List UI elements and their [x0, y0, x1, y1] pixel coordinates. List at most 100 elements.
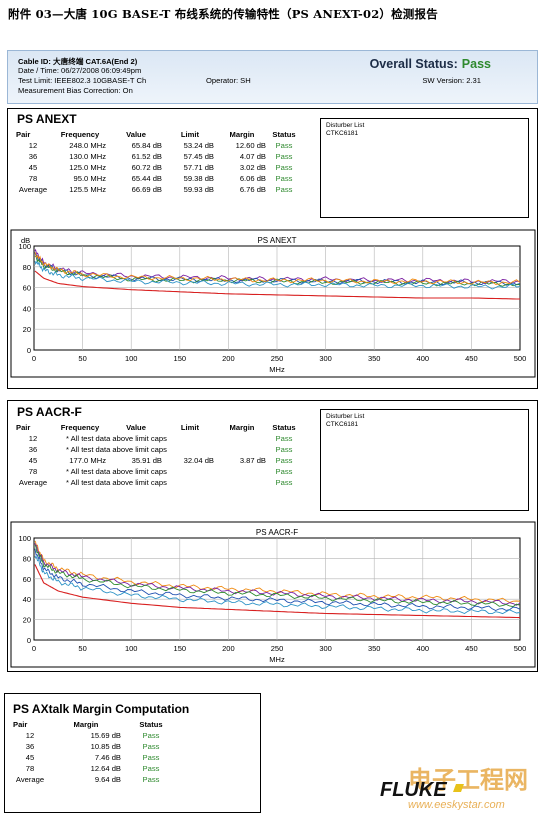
margin-cell: 10.85 dB — [90, 742, 121, 751]
status-cell: Pass — [275, 456, 293, 465]
x-tick-label: 450 — [465, 644, 478, 653]
column-header: Value — [126, 423, 146, 432]
y-tick-label: 60 — [23, 284, 31, 293]
limit-cell: 57.45 dB — [183, 152, 214, 161]
column-header: Frequency — [60, 130, 100, 139]
pair-cell: 36 — [28, 445, 38, 454]
x-tick-label: 150 — [174, 644, 187, 653]
status-cell: Pass — [275, 185, 293, 194]
pair-cell: 36 — [28, 152, 38, 161]
table-row: 36 * All test data above limit caps Pass — [14, 444, 300, 455]
value-cell: 61.52 dB — [131, 152, 162, 161]
overall-status-value: Pass — [461, 57, 491, 71]
x-tick-label: 400 — [417, 354, 430, 363]
limit-cell: 59.38 dB — [183, 174, 214, 183]
status-cell: Pass — [142, 742, 160, 751]
y-tick-label: 40 — [23, 304, 31, 313]
x-tick-label: 500 — [514, 354, 527, 363]
pair-cell: 12 — [25, 731, 35, 740]
note-cell: * All test data above limit caps — [66, 434, 167, 443]
aacr-chart-wrapper: PS AACR-F 0 20 40 60 80 100 0 50 100 150 200 250 300 3… — [9, 521, 538, 669]
limit-line — [34, 564, 521, 619]
anext-chart: PS ANEXT 0 20 40 60 80 100 0 50 100 150 200 250 300 35… — [10, 229, 536, 378]
column-header: Pair — [13, 720, 28, 729]
x-tick-label: 250 — [271, 354, 284, 363]
aacr-table: Pair Frequency Value Limit Margin Status… — [14, 422, 300, 488]
axtalk-title: PS AXtalk Margin Computation — [13, 702, 190, 716]
value-cell: 65.44 dB — [131, 174, 162, 183]
limit-line — [34, 270, 520, 300]
chart-title: PS ANEXT — [257, 236, 296, 245]
x-tick-label: 300 — [319, 644, 332, 653]
aacr-chart: PS AACR-F 0 20 40 60 80 100 0 50 100 150 200 250 300 3… — [10, 521, 536, 668]
note-cell: * All test data above limit caps — [66, 478, 167, 487]
pair-cell: 36 — [25, 742, 35, 751]
measurement-bias: Measurement Bias Correction: On — [18, 86, 133, 95]
aacr-section: PS AACR-F Pair Frequency Value Limit Mar… — [7, 400, 538, 672]
table-header-row: Pair Frequency Value Limit Margin Status — [14, 129, 300, 140]
page-title: 附件 03—大唐 10G BASE-T 布线系统的传输特性（PS ANEXT-0… — [8, 7, 438, 21]
datetime: Date / Time: 06/27/2008 06:09:49pm — [18, 66, 142, 75]
y-tick-label: 60 — [23, 575, 31, 584]
svg-text:电子工程网: 电子工程网 — [408, 767, 528, 794]
anext-table: Pair Frequency Value Limit Margin Status… — [14, 129, 300, 195]
status-cell: Pass — [275, 445, 293, 454]
series-line — [34, 545, 521, 608]
table-row: 78 95.0 MHz 65.44 dB 59.38 dB 6.06 dB Pass — [14, 173, 300, 184]
column-header: Value — [126, 130, 146, 139]
y-axis-label: dB — [21, 236, 30, 245]
margin-cell: 3.87 dB — [239, 456, 266, 465]
x-tick-label: 0 — [32, 354, 36, 363]
table-row: 45 7.46 dB Pass — [11, 752, 179, 763]
x-tick-label: 250 — [271, 644, 284, 653]
pair-cell: 78 — [25, 764, 35, 773]
svg-text:www.eeskystar.com: www.eeskystar.com — [408, 799, 505, 810]
status-cell: Pass — [275, 467, 293, 476]
series-line — [34, 252, 521, 286]
status-cell: Pass — [275, 152, 293, 161]
y-tick-label: 100 — [18, 534, 31, 543]
column-header: Margin — [229, 130, 255, 139]
series-line — [34, 548, 521, 611]
aacr-title: PS AACR-F — [17, 405, 82, 419]
cable-id-value: 大唐终端 CAT.6A(End 2) — [53, 57, 138, 66]
x-tick-label: 200 — [222, 644, 235, 653]
x-axis-label: MHz — [269, 365, 285, 374]
anext-disturber-list: Disturber List CTKC6181 — [320, 118, 529, 218]
table-row: 36 130.0 MHz 61.52 dB 57.45 dB 4.07 dB Pass — [14, 151, 300, 162]
margin-cell: 6.76 dB — [239, 185, 266, 194]
x-tick-label: 0 — [32, 644, 36, 653]
report-header: Cable ID: 大唐终端 CAT.6A(End 2) Date / Time… — [7, 50, 538, 104]
x-axis-label: MHz — [269, 655, 285, 664]
value-cell: 60.72 dB — [131, 163, 162, 172]
table-row: 78 * All test data above limit caps Pass — [14, 466, 300, 477]
y-tick-label: 80 — [23, 263, 31, 272]
margin-cell: 7.46 dB — [94, 753, 121, 762]
column-header: Status — [272, 130, 296, 139]
table-header-row: Pair Frequency Value Limit Margin Status — [14, 422, 300, 433]
disturber-list-title: Disturber List — [326, 413, 365, 420]
limit-cell: 32.04 dB — [183, 456, 214, 465]
anext-section: PS ANEXT Pair Frequency Value Limit Marg… — [7, 108, 538, 389]
series-line — [34, 260, 521, 290]
y-tick-label: 100 — [18, 242, 31, 251]
margin-cell: 4.07 dB — [239, 152, 266, 161]
table-header-row: Pair Margin Status — [11, 719, 179, 730]
x-tick-label: 200 — [222, 354, 235, 363]
margin-cell: 6.06 dB — [239, 174, 266, 183]
frequency-cell: 95.0 MHz — [73, 174, 107, 183]
margin-cell: 12.64 dB — [90, 764, 121, 773]
table-row: 45 125.0 MHz 60.72 dB 57.71 dB 3.02 dB Pass — [14, 162, 300, 173]
pair-cell: Average — [15, 775, 45, 784]
overall-status: Overall Status: Pass — [370, 57, 491, 71]
column-header: Status — [272, 423, 296, 432]
pair-cell: 78 — [28, 174, 38, 183]
limit-cell: 57.71 dB — [183, 163, 214, 172]
x-tick-label: 150 — [174, 354, 187, 363]
x-tick-label: 100 — [125, 644, 138, 653]
pair-cell: Average — [18, 185, 48, 194]
x-tick-label: 450 — [465, 354, 478, 363]
margin-cell: 12.60 dB — [235, 141, 266, 150]
limit-cell: 53.24 dB — [183, 141, 214, 150]
cable-id-label: Cable ID: — [18, 57, 51, 66]
